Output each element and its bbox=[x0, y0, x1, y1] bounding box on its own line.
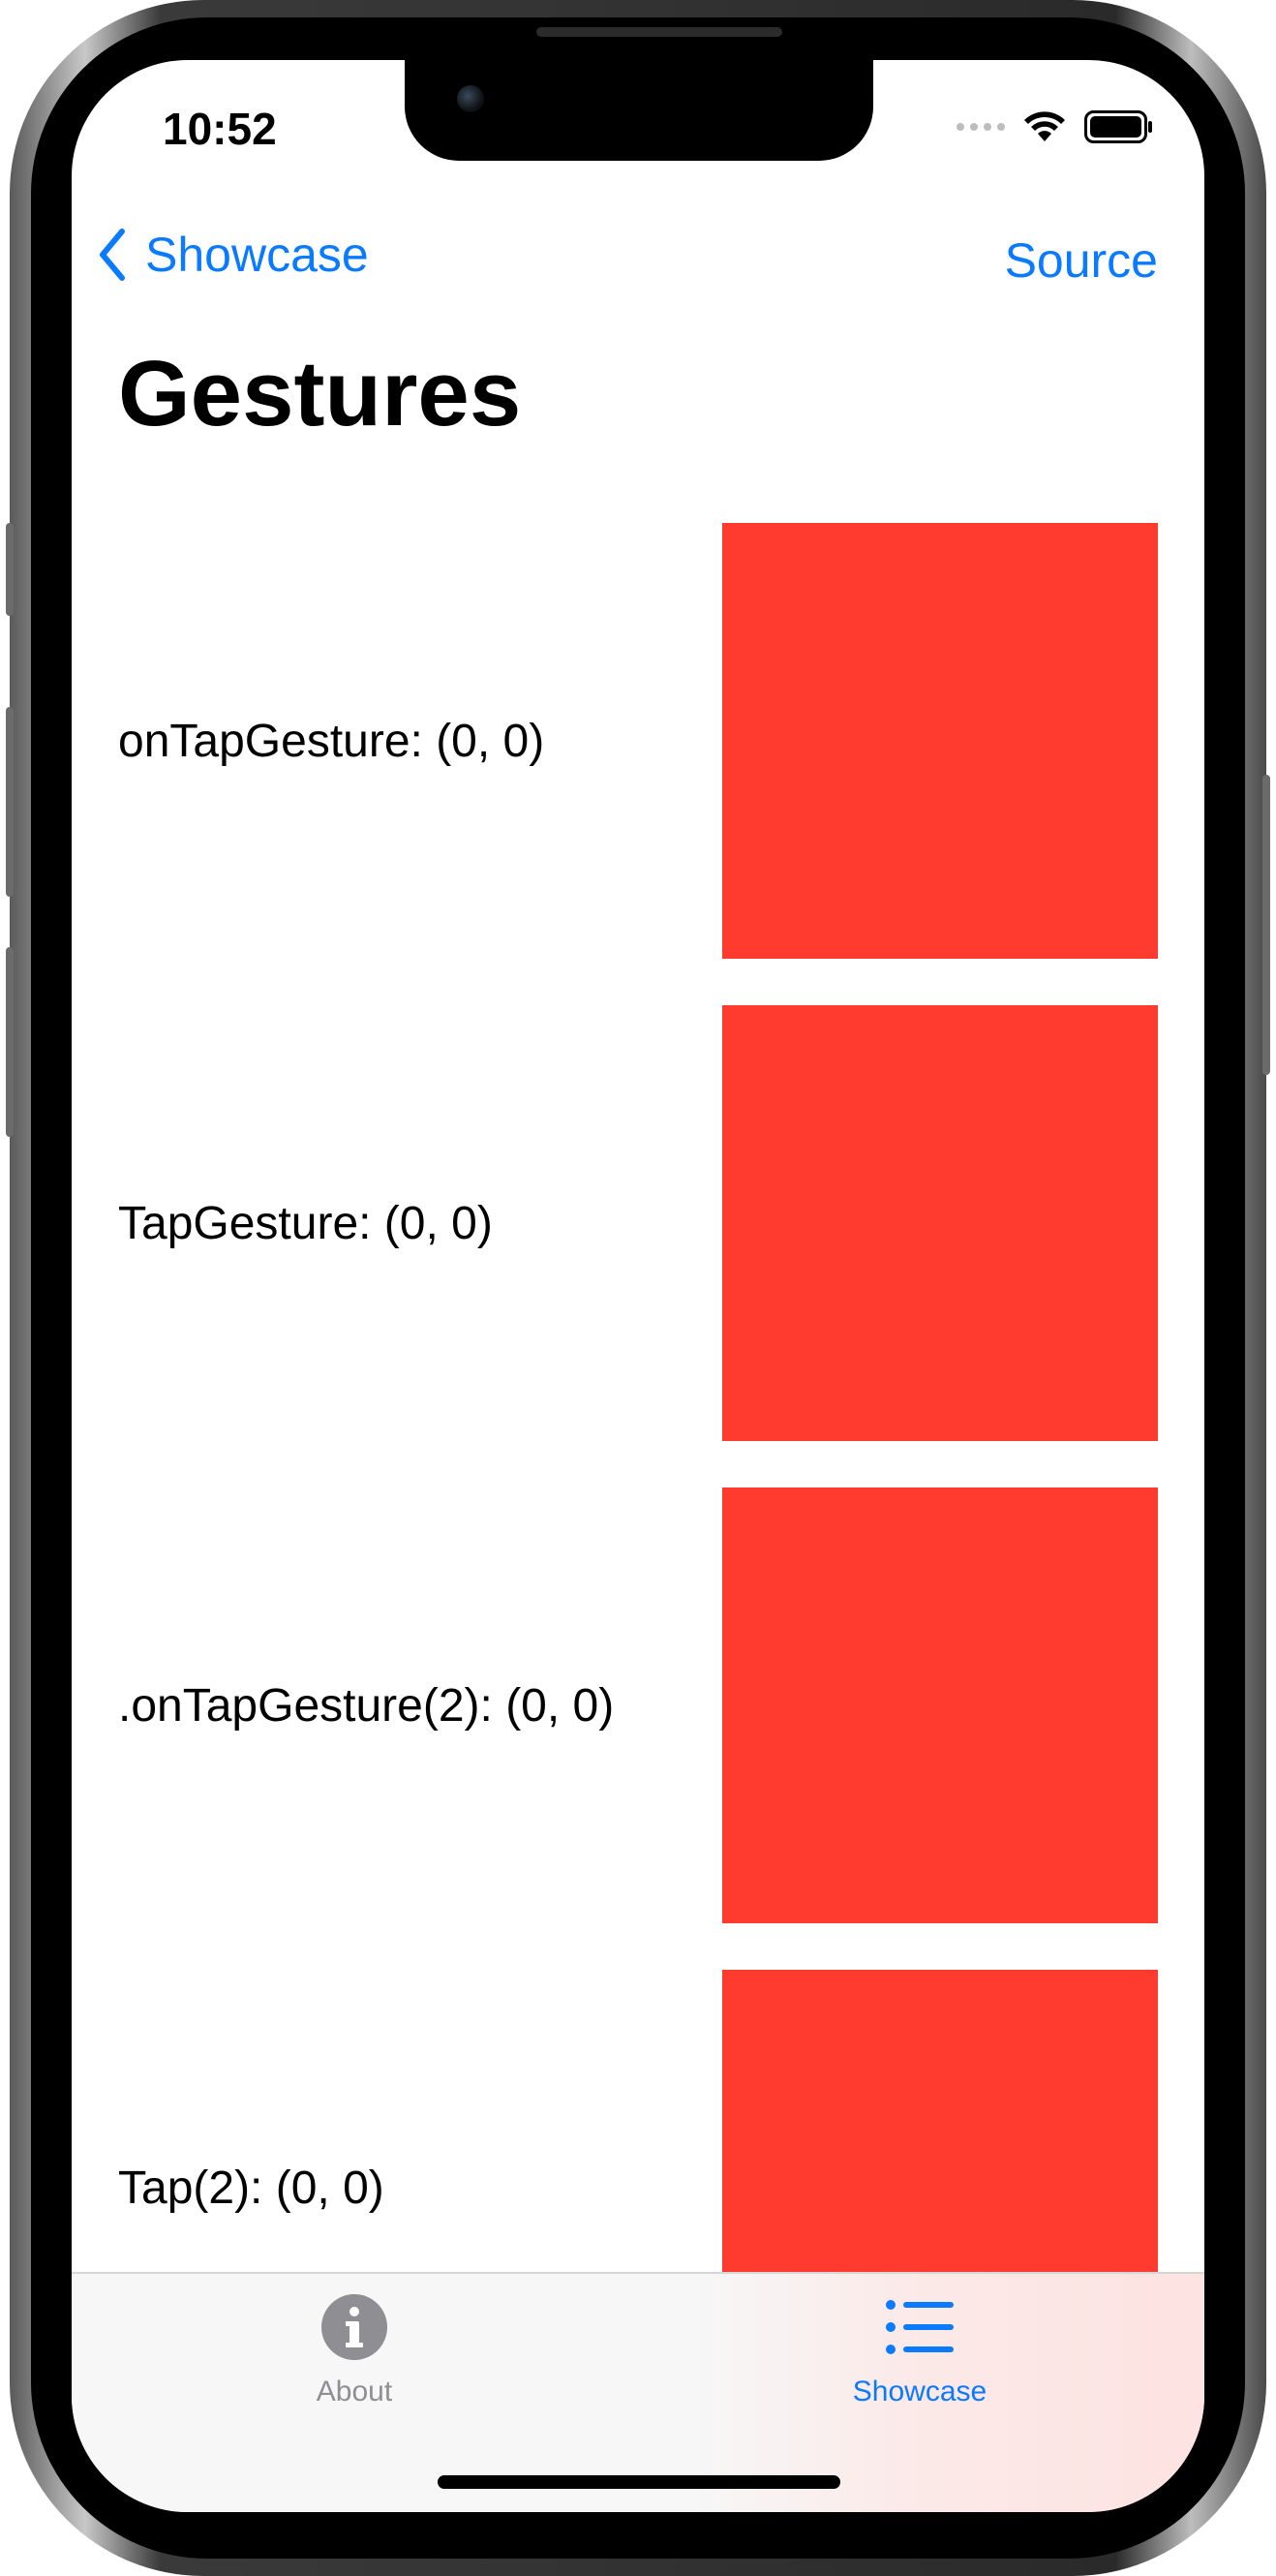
battery-icon bbox=[1084, 110, 1152, 143]
info-circle-icon bbox=[321, 2294, 387, 2360]
wifi-icon bbox=[1024, 111, 1065, 141]
gesture-status-label: .onTapGesture(2): (0, 0) bbox=[118, 1680, 615, 1732]
home-indicator bbox=[438, 2475, 840, 2489]
silent-switch bbox=[6, 523, 14, 616]
front-camera bbox=[457, 85, 484, 112]
status-icons bbox=[957, 110, 1154, 143]
tap-target-box[interactable] bbox=[722, 523, 1158, 959]
list-icon bbox=[886, 2300, 954, 2354]
gesture-status-label: TapGesture: (0, 0) bbox=[118, 1198, 493, 1249]
speaker-grille bbox=[536, 27, 782, 37]
source-button[interactable]: Source bbox=[1004, 233, 1158, 288]
notch bbox=[405, 60, 873, 161]
app-screen: 10:52 Showcase Source Gestures onTapGest… bbox=[72, 60, 1204, 2512]
page-title: Gestures bbox=[118, 342, 522, 445]
back-button-label: Showcase bbox=[145, 228, 369, 282]
tab-bar: About Showcase bbox=[72, 2272, 1204, 2512]
back-button[interactable]: Showcase bbox=[97, 227, 369, 283]
tab-about[interactable]: About bbox=[209, 2293, 500, 2408]
cellular-signal-icon bbox=[957, 123, 1005, 131]
power-button bbox=[1262, 775, 1270, 1075]
tab-about-label: About bbox=[316, 2376, 393, 2407]
gesture-status-label: Tap(2): (0, 0) bbox=[118, 2162, 384, 2214]
volume-down-button bbox=[6, 947, 14, 1137]
chevron-left-icon bbox=[100, 229, 125, 281]
tab-showcase-label: Showcase bbox=[852, 2376, 987, 2407]
volume-up-button bbox=[6, 707, 14, 897]
tab-showcase[interactable]: Showcase bbox=[775, 2293, 1065, 2408]
tap-target-box[interactable] bbox=[722, 1487, 1158, 1923]
status-time: 10:52 bbox=[163, 104, 277, 154]
tap-target-box[interactable] bbox=[722, 1005, 1158, 1441]
gesture-status-label: onTapGesture: (0, 0) bbox=[118, 716, 545, 767]
